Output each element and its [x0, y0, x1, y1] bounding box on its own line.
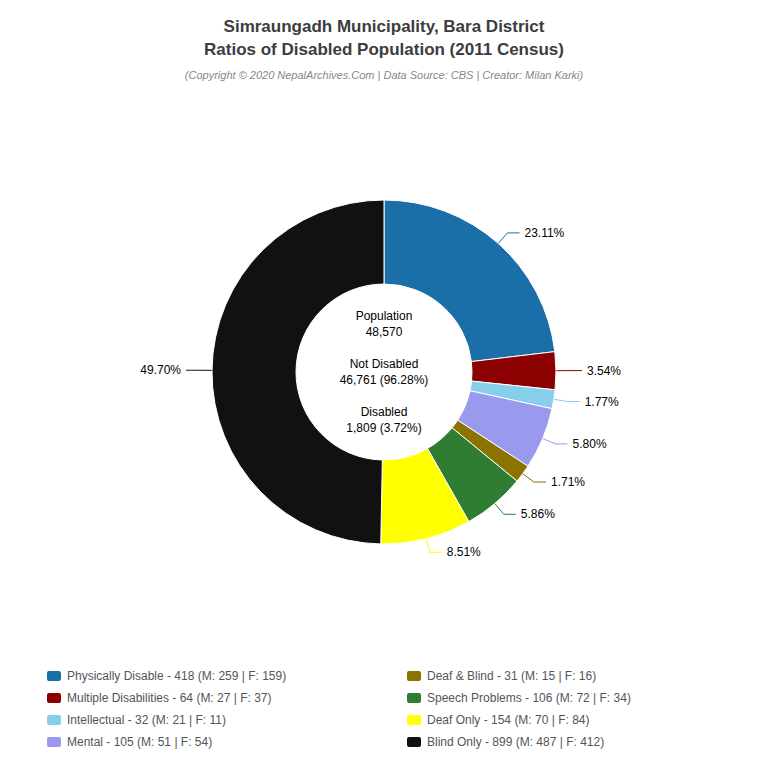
svg-text:Ratios of Disabled Population: Ratios of Disabled Population (2011 Cens… — [204, 40, 564, 59]
svg-text:Speech Problems - 106 (M: 72 |: Speech Problems - 106 (M: 72 | F: 34) — [427, 691, 631, 705]
svg-text:Blind Only - 899 (M: 487 | F:: Blind Only - 899 (M: 487 | F: 412) — [427, 735, 604, 749]
svg-text:Simraungadh Municipality, Bara: Simraungadh Municipality, Bara District — [224, 17, 545, 36]
svg-text:1.77%: 1.77% — [585, 395, 619, 409]
svg-text:Population: Population — [356, 309, 413, 323]
svg-text:1,809 (3.72%): 1,809 (3.72%) — [346, 421, 421, 435]
svg-text:Not Disabled: Not Disabled — [350, 357, 419, 371]
svg-text:1.71%: 1.71% — [551, 475, 585, 489]
svg-text:Disabled: Disabled — [361, 405, 408, 419]
svg-text:Intellectual - 32 (M: 21 | F:: Intellectual - 32 (M: 21 | F: 11) — [67, 713, 226, 727]
svg-text:49.70%: 49.70% — [140, 363, 181, 377]
svg-text:46,761 (96.28%): 46,761 (96.28%) — [340, 373, 429, 387]
svg-text:Deaf Only - 154 (M: 70 | F: 84: Deaf Only - 154 (M: 70 | F: 84) — [427, 713, 590, 727]
svg-text:Physically Disable - 418 (M: 2: Physically Disable - 418 (M: 259 | F: 15… — [67, 669, 286, 683]
svg-text:3.54%: 3.54% — [587, 364, 621, 378]
svg-text:5.86%: 5.86% — [521, 507, 555, 521]
svg-text:8.51%: 8.51% — [447, 545, 481, 559]
svg-text:Multiple Disabilities - 64 (M:: Multiple Disabilities - 64 (M: 27 | F: 3… — [67, 691, 272, 705]
svg-text:5.80%: 5.80% — [573, 437, 607, 451]
svg-text:48,570: 48,570 — [366, 325, 403, 339]
svg-text:Deaf & Blind - 31 (M: 15 | F:: Deaf & Blind - 31 (M: 15 | F: 16) — [427, 669, 596, 683]
svg-text:23.11%: 23.11% — [524, 226, 564, 240]
svg-text:Mental - 105 (M: 51 | F: 54): Mental - 105 (M: 51 | F: 54) — [67, 735, 212, 749]
svg-text:(Copyright © 2020 NepalArchive: (Copyright © 2020 NepalArchives.Com | Da… — [185, 69, 584, 81]
